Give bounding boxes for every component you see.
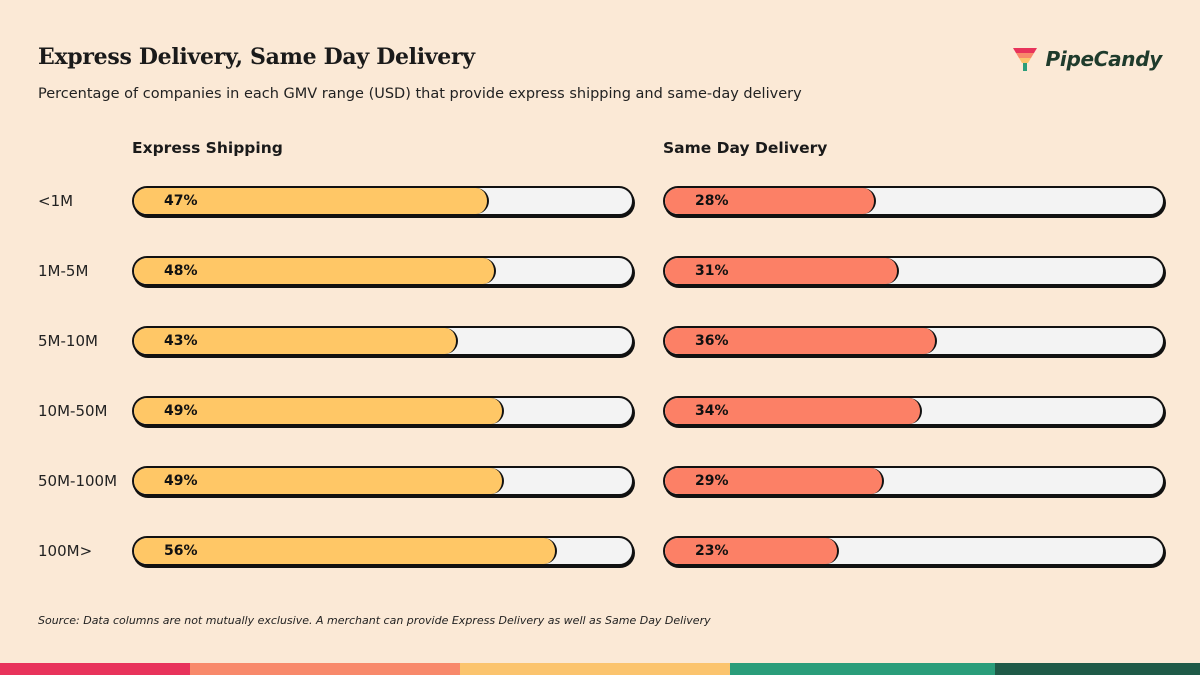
row-label: <1M	[38, 192, 74, 210]
sameday-bar-track: 36%	[663, 326, 1165, 356]
express-bar-fill	[134, 538, 557, 564]
sameday-value-label: 23%	[695, 543, 729, 559]
express-bar-track: 49%	[132, 396, 634, 426]
express-value-label: 47%	[164, 193, 198, 209]
sameday-bar-fill	[665, 468, 884, 494]
express-bar-fill	[134, 328, 458, 354]
row-label: 50M-100M	[38, 472, 118, 490]
express-bar-fill	[134, 468, 504, 494]
sameday-bar-fill	[665, 328, 937, 354]
express-bar-track: 56%	[132, 536, 634, 566]
express-shipping-header: Express Shipping	[132, 139, 283, 157]
sameday-bar-fill	[665, 398, 922, 424]
sameday-value-label: 28%	[695, 193, 729, 209]
express-bar-track: 47%	[132, 186, 634, 216]
express-bar-track: 48%	[132, 256, 634, 286]
sameday-bar-fill	[665, 538, 839, 564]
sameday-bar-track: 34%	[663, 396, 1165, 426]
row-label: 10M-50M	[38, 402, 108, 420]
stripe-segment	[190, 663, 460, 675]
sameday-bar-fill	[665, 258, 899, 284]
express-bar-track: 49%	[132, 466, 634, 496]
brand-name: PipeCandy	[1045, 47, 1163, 71]
chart-subtitle: Percentage of companies in each GMV rang…	[38, 86, 802, 102]
stripe-segment	[460, 663, 730, 675]
express-value-label: 49%	[164, 403, 198, 419]
sameday-bar-track: 29%	[663, 466, 1165, 496]
sameday-value-label: 31%	[695, 263, 729, 279]
sameday-bar-track: 23%	[663, 536, 1165, 566]
express-value-label: 43%	[164, 333, 198, 349]
sameday-bar-fill	[665, 188, 876, 214]
sameday-bar-track: 28%	[663, 186, 1165, 216]
source-footnote: Source: Data columns are not mutually ex…	[38, 614, 711, 627]
stripe-segment	[995, 663, 1200, 675]
stripe-segment	[730, 663, 995, 675]
row-label: 5M-10M	[38, 332, 98, 350]
chart-title: Express Delivery, Same Day Delivery	[38, 44, 475, 70]
sameday-value-label: 29%	[695, 473, 729, 489]
row-label: 1M-5M	[38, 262, 89, 280]
express-bar-fill	[134, 188, 489, 214]
express-value-label: 48%	[164, 263, 198, 279]
same-day-delivery-header: Same Day Delivery	[663, 139, 828, 157]
brand-logo: PipeCandy	[1010, 44, 1162, 74]
sameday-value-label: 34%	[695, 403, 729, 419]
express-bar-track: 43%	[132, 326, 634, 356]
express-value-label: 56%	[164, 543, 198, 559]
express-bar-fill	[134, 258, 496, 284]
row-label: 100M>	[38, 542, 93, 560]
express-value-label: 49%	[164, 473, 198, 489]
pipecandy-funnel-icon	[1012, 48, 1037, 71]
bottom-color-stripe	[0, 663, 1200, 675]
express-bar-fill	[134, 398, 504, 424]
stripe-segment	[0, 663, 190, 675]
sameday-value-label: 36%	[695, 333, 729, 349]
sameday-bar-track: 31%	[663, 256, 1165, 286]
